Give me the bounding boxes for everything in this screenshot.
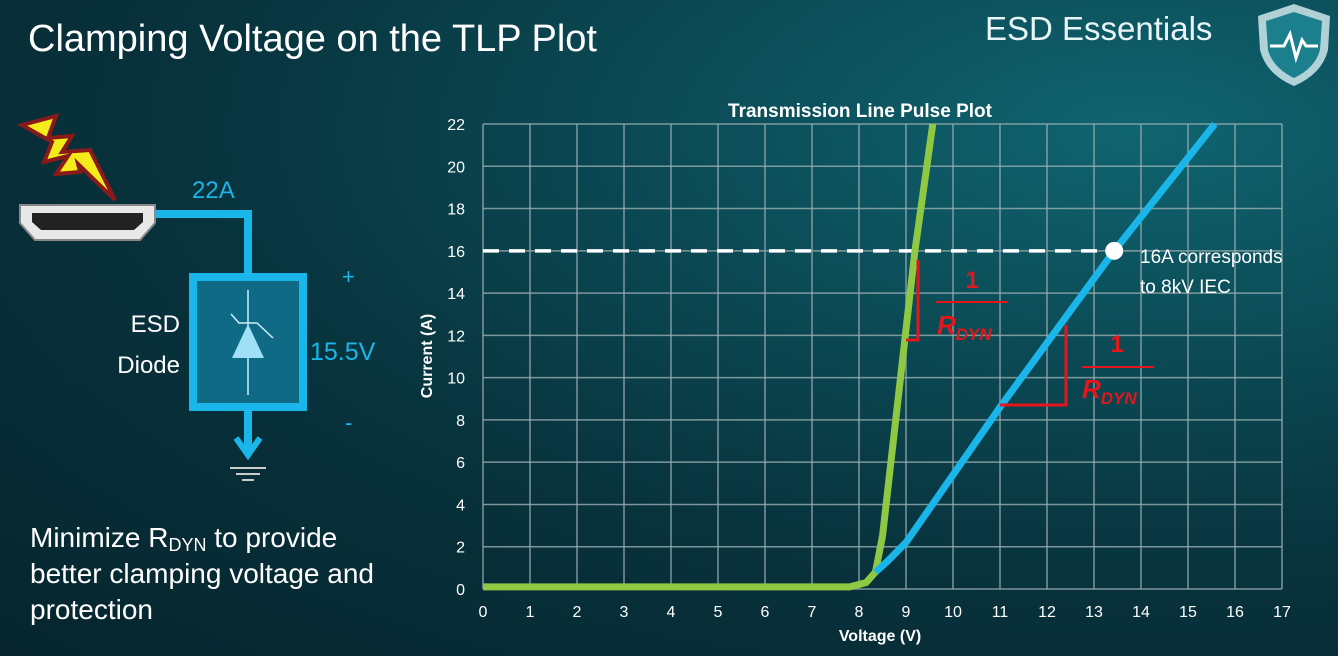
x-tick-label: 14 bbox=[1132, 604, 1150, 621]
x-tick-label: 5 bbox=[714, 604, 723, 621]
x-tick-label: 10 bbox=[944, 604, 962, 621]
series-line-0 bbox=[483, 123, 937, 591]
x-tick-label: 11 bbox=[992, 604, 1009, 621]
diode-symbol-icon bbox=[232, 324, 264, 358]
y-tick-label: 6 bbox=[456, 455, 465, 472]
y-tick-label: 4 bbox=[456, 497, 465, 514]
x-tick-label: 13 bbox=[1085, 604, 1103, 621]
x-tick-label: 12 bbox=[1038, 604, 1056, 621]
chart-title: Transmission Line Pulse Plot bbox=[728, 101, 993, 122]
esd-circuit-diagram: 22A ESD Diode 15.5V + - bbox=[16, 113, 376, 481]
y-tick-label: 10 bbox=[447, 371, 465, 388]
slope-label-den: RDYN bbox=[937, 310, 992, 344]
x-tick-label: 17 bbox=[1273, 604, 1291, 621]
y-tick-label: 22 bbox=[447, 117, 465, 134]
y-tick-label: 8 bbox=[456, 413, 465, 430]
slope-triangle bbox=[906, 260, 920, 342]
slope-triangle bbox=[1000, 325, 1068, 407]
summary-note: Minimize RDYN to provide better clamping… bbox=[30, 522, 374, 625]
minus-sign: - bbox=[345, 410, 352, 435]
x-tick-label: 2 bbox=[573, 604, 582, 621]
x-tick-label: 9 bbox=[902, 604, 911, 621]
x-tick-label: 4 bbox=[667, 604, 676, 621]
lightning-icon bbox=[16, 113, 117, 202]
slope-label-num: 1 bbox=[965, 267, 978, 294]
device-label: Diode bbox=[117, 352, 180, 379]
plus-sign: + bbox=[342, 264, 355, 289]
y-tick-label: 20 bbox=[447, 159, 465, 176]
marker-point bbox=[1105, 241, 1124, 260]
brand-title: ESD Essentials bbox=[985, 10, 1213, 47]
ground-icon bbox=[230, 467, 266, 481]
x-tick-label: 16 bbox=[1226, 604, 1244, 621]
x-tick-label: 15 bbox=[1179, 604, 1197, 621]
x-tick-label: 8 bbox=[855, 604, 864, 621]
y-axis-label: Current (A) bbox=[419, 314, 436, 398]
x-axis-label: Voltage (V) bbox=[839, 628, 921, 645]
slide-title: Clamping Voltage on the TLP Plot bbox=[28, 18, 597, 60]
series-line-1 bbox=[873, 121, 1218, 575]
x-tick-label: 3 bbox=[620, 604, 629, 621]
slope-label-num: 1 bbox=[1110, 331, 1123, 358]
y-tick-label: 16 bbox=[447, 244, 465, 261]
shield-logo-icon bbox=[1258, 4, 1330, 86]
current-label: 22A bbox=[192, 177, 235, 204]
slope-label-den: RDYN bbox=[1082, 374, 1137, 408]
x-tick-label: 7 bbox=[808, 604, 817, 621]
annotation-line2: to 8kV IEC bbox=[1140, 277, 1231, 298]
hdmi-port-icon bbox=[19, 204, 156, 241]
x-tick-label: 0 bbox=[479, 604, 488, 621]
y-tick-label: 2 bbox=[456, 540, 465, 557]
y-tick-label: 12 bbox=[447, 328, 465, 345]
y-tick-label: 0 bbox=[456, 582, 465, 599]
y-tick-label: 14 bbox=[447, 286, 465, 303]
device-label: ESD bbox=[131, 311, 180, 338]
voltage-label: 15.5V bbox=[310, 338, 376, 366]
y-tick-label: 18 bbox=[447, 202, 465, 219]
annotation-line1: 16A corresponds bbox=[1140, 247, 1283, 268]
x-tick-label: 1 bbox=[526, 604, 535, 621]
x-tick-label: 6 bbox=[761, 604, 770, 621]
